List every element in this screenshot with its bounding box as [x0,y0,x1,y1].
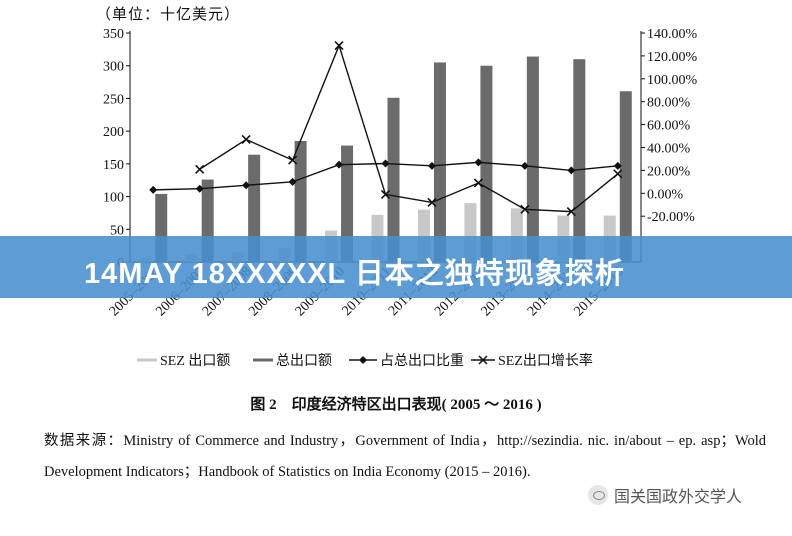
bar-total-exports [619,91,632,262]
growth-point [566,207,576,217]
y-right-tick-label: 40.00% [647,142,691,157]
watermark-label: 国关国政外交学人 [614,489,743,506]
banner-title: 14MAY 18XXXXXL 日本之独特现象探析 [84,258,625,290]
growth-point [288,155,298,165]
y-left-tick-label: 100 [103,191,124,206]
y-right-tick-label: 140.00% [647,27,698,42]
share-point [520,161,529,170]
chart-legend: SEZ 出口额 总出口额 占总出口比重 SEZ出口增长率 [136,350,696,370]
legend-label-sez-exports: SEZ 出口额 [160,354,231,369]
legend-swatch-total-exports [253,358,273,362]
legend-item-growth: SEZ出口增长率 [470,350,593,370]
y-left-tick-label: 50 [110,223,124,238]
share-point [288,177,297,186]
share-point [195,184,204,193]
source-note: 数据来源：Ministry of Commerce and Industry，G… [44,433,766,480]
legend-label-share: 占总出口比重 [380,354,464,369]
bar-total-exports [480,65,493,262]
growth-point [427,197,437,208]
legend-swatch-growth [471,355,495,365]
y-right-tick-label: 0.00% [647,187,684,202]
y-right-tick-label: -20.00% [647,210,695,225]
y-left-tick-label: 350 [103,27,124,42]
legend-item-sez-exports: SEZ 出口额 [136,350,230,370]
share-point [613,161,622,170]
share-point [335,160,344,169]
bar-total-exports [526,56,539,262]
share-point [567,166,576,175]
y-left-tick-label: 200 [103,125,124,140]
growth-point [473,178,483,188]
growth-point [613,169,623,179]
y-right-tick-label: 120.00% [647,50,698,65]
y-right-tick-label: 20.00% [647,164,691,179]
growth-line [199,43,619,213]
y-right-tick-label: 60.00% [647,119,691,134]
bar-total-exports [248,154,261,262]
share-point [149,185,158,194]
growth-point [195,164,205,174]
y-left-tick-label: 300 [103,60,124,75]
legend-item-total-exports: 总出口额 [252,350,332,370]
growth-point [241,134,251,145]
watermark: 国关国政外交学人 [588,483,742,507]
y-left-tick-label: 250 [103,92,124,107]
bar-total-exports [294,140,307,262]
bar-total-exports [573,59,586,262]
legend-label-total-exports: 总出口额 [276,354,332,369]
legend-label-growth: SEZ出口增长率 [498,354,593,369]
title-banner [0,236,792,298]
share-point [427,161,436,170]
share-point [474,158,483,167]
wechat-icon [588,485,608,505]
figure-caption: 图 2 印度经济特区出口表现( 2005 ～ 2016 ) [250,397,542,413]
legend-item-share: 占总出口比重 [348,350,464,370]
legend-swatch-share [349,356,377,364]
bar-total-exports [433,62,446,262]
y-left-tick-label: 150 [103,158,124,173]
unit-label: （单位：十亿美元） [96,7,241,23]
growth-point [334,41,344,51]
bar-total-exports [387,97,400,262]
growth-point [380,189,391,200]
legend-swatch-sez-exports [137,358,157,362]
share-point [381,159,390,168]
bar-total-exports [341,145,354,262]
growth-point [520,204,530,214]
share-point [242,181,251,190]
y-right-tick-label: 80.00% [647,96,691,111]
y-right-tick-label: 100.00% [647,73,698,88]
